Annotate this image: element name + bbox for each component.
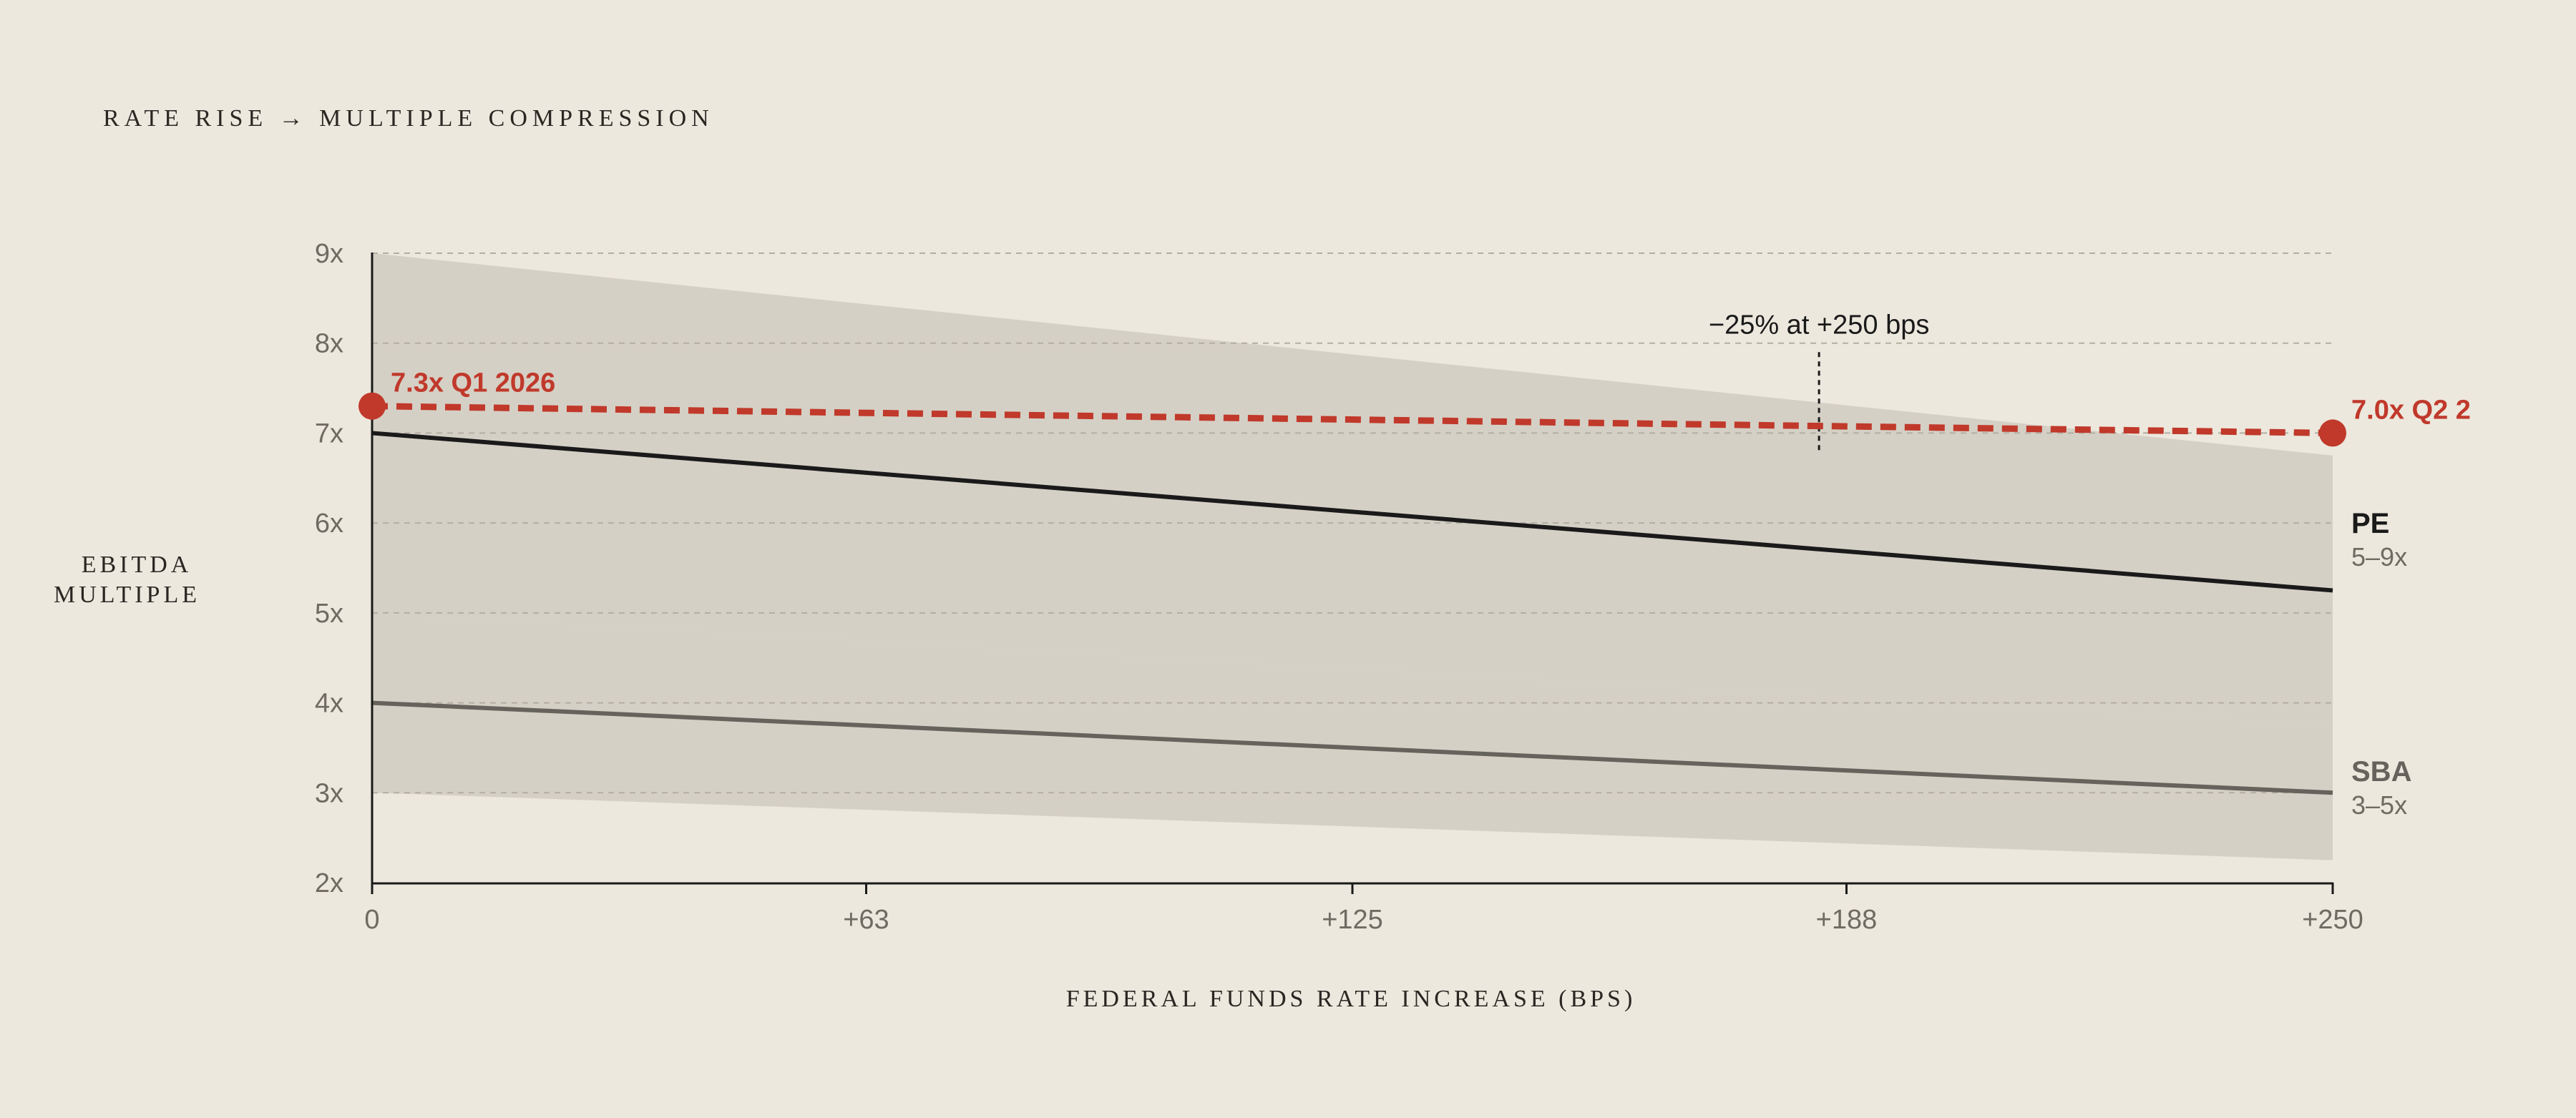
confidence-bands <box>372 253 2333 860</box>
x-tick-label: 0 <box>364 905 379 935</box>
x-axis-ticks: 0 +63 +125 +188 +250 <box>364 883 2363 935</box>
annotation-text: −25% at +250 bps <box>1709 310 1929 340</box>
x-tick-label: +125 <box>1322 905 1383 935</box>
highlight-line <box>371 403 2333 436</box>
y-tick-label: 6x <box>315 509 343 539</box>
chart-title: RATE RISE → MULTIPLE COMPRESSION <box>103 105 714 132</box>
band-sba <box>372 612 2333 860</box>
y-axis-title-line-2: MULTIPLE <box>54 582 200 608</box>
y-tick-label: 7x <box>315 418 343 448</box>
y-tick-label: 2x <box>315 868 343 898</box>
x-tick-label: +250 <box>2302 905 2363 935</box>
y-axis-title-line-1: EBITDA <box>82 551 191 578</box>
y-tick-label: 5x <box>315 599 343 629</box>
y-tick-label: 3x <box>315 778 343 808</box>
y-tick-label: 4x <box>315 689 343 719</box>
x-tick-label: +63 <box>843 905 889 935</box>
highlight-point <box>2319 419 2346 447</box>
x-tick-label: +188 <box>1816 905 1878 935</box>
x-axis-title: FEDERAL FUNDS RATE INCREASE (BPS) <box>1066 986 1636 1012</box>
series-lines <box>371 431 2333 795</box>
line-pe <box>371 431 2333 593</box>
y-tick-label: 8x <box>315 329 343 359</box>
line-sba <box>371 700 2333 795</box>
gridlines <box>372 252 2333 794</box>
highlight-point <box>358 392 386 420</box>
y-axis-ticks: 2x 3x 4x 5x 6x 7x 8x 9x <box>315 239 343 898</box>
highlight-end-label: 7.0x Q2 2 <box>2351 395 2471 425</box>
y-tick-label: 9x <box>315 239 343 269</box>
series-range-sba: 3–5x <box>2351 790 2407 820</box>
series-range-pe: 5–9x <box>2351 542 2407 572</box>
y-axis-title: EBITDA MULTIPLE <box>54 551 200 608</box>
highlight-series: 7.3x Q1 2026 7.0x Q2 2 <box>358 368 2471 447</box>
series-name-pe: PE <box>2351 508 2389 539</box>
highlight-start-label: 7.3x Q1 2026 <box>391 368 555 398</box>
annotation: −25% at +250 bps <box>1709 310 1929 451</box>
band-pe <box>372 253 2333 725</box>
series-name-sba: SBA <box>2351 756 2411 788</box>
